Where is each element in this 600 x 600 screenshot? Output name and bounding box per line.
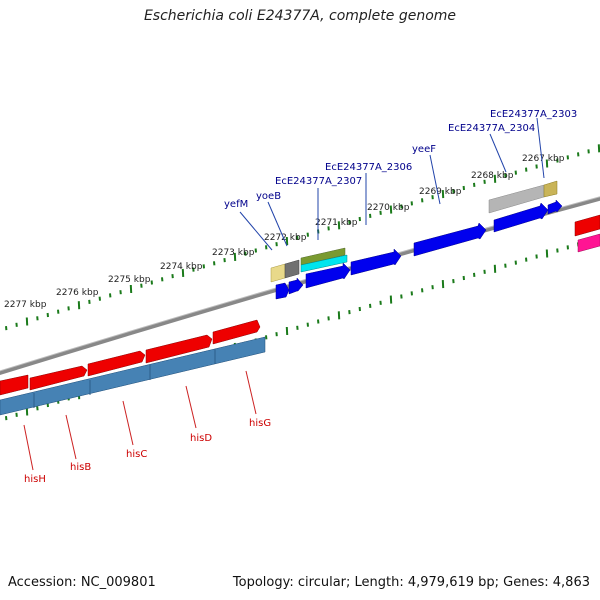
gene-label-ece24377a-2306[interactable]: EcE24377A_2306: [325, 162, 412, 173]
gene-feature-khaki[interactable]: [543, 180, 558, 198]
gene-label-yefm[interactable]: yefM: [224, 199, 248, 210]
label-leader: [536, 117, 545, 179]
cds-arrow[interactable]: [305, 262, 351, 289]
gene-label-hish[interactable]: hisH: [24, 474, 46, 485]
cds-arrow[interactable]: [288, 277, 304, 295]
gene-feature-olive[interactable]: [300, 247, 346, 266]
genome-title: Escherichia coli E24377A, complete genom…: [143, 8, 457, 24]
cds-arrow[interactable]: [413, 222, 487, 257]
scale-label: 2275 kbp: [108, 275, 151, 285]
his-cds-arrow[interactable]: [0, 374, 29, 396]
gene-feature-grey[interactable]: [284, 259, 300, 279]
his-cds-arrow[interactable]: [87, 350, 146, 377]
gene-label-hisd[interactable]: hisD: [190, 433, 212, 444]
gene-feature-magenta[interactable]: [577, 233, 600, 253]
lower-features: [0, 319, 266, 416]
gene-label-ece24377a-2307[interactable]: EcE24377A_2307: [275, 176, 362, 187]
genome-summary-text: Topology: circular; Length: 4,979,619 bp…: [232, 575, 590, 590]
scale-label: 2267 kbp: [522, 154, 565, 164]
label-leader: [185, 385, 197, 429]
scale-label: 2272 kbp: [264, 233, 307, 243]
gene-feature-khaki[interactable]: [270, 263, 286, 283]
his-operon-band[interactable]: [0, 336, 266, 416]
gene-label-hisc[interactable]: hisC: [126, 449, 147, 460]
gene-label-ece24377a-2303[interactable]: EcE24377A_2303: [490, 109, 577, 120]
top-scale-ruler: [5, 144, 600, 331]
upper-features: [270, 180, 600, 300]
gene-label-hisb[interactable]: hisB: [70, 462, 91, 473]
label-leader: [239, 211, 273, 251]
label-leader: [489, 133, 507, 173]
bottom-gene-labels: hisG hisD hisC hisB hisH: [23, 370, 271, 485]
his-cds-arrow[interactable]: [29, 365, 88, 391]
scale-label: 2268 kbp: [471, 171, 514, 181]
gene-label-hisg[interactable]: hisG: [249, 418, 271, 429]
label-leader: [429, 154, 441, 205]
gene-label-yoeb[interactable]: yoeB: [256, 191, 281, 202]
cds-arrow[interactable]: [493, 202, 549, 233]
label-leader: [122, 400, 134, 446]
gene-label-yeef[interactable]: yeeF: [412, 144, 436, 155]
label-leader: [245, 370, 257, 415]
scale-label: 2273 kbp: [212, 248, 255, 258]
cds-arrow[interactable]: [275, 282, 290, 300]
scale-label: 2276 kbp: [56, 288, 99, 298]
cds-arrow[interactable]: [574, 214, 600, 237]
label-leader: [23, 424, 34, 471]
scale-label: 2271 kbp: [315, 218, 358, 228]
gene-label-ece24377a-2304[interactable]: EcE24377A_2304: [448, 123, 535, 134]
scale-label: 2277 kbp: [4, 300, 47, 310]
his-cds-arrow[interactable]: [212, 319, 261, 345]
accession-text: Accession: NC_009801: [8, 575, 156, 590]
scale-labels: 2267 kbp 2268 kbp 2269 kbp 2270 kbp 2271…: [4, 154, 565, 310]
cds-arrow[interactable]: [547, 199, 563, 215]
scale-label: 2270 kbp: [367, 203, 410, 213]
gene-feature-cyan[interactable]: [300, 254, 348, 273]
his-cds-arrow[interactable]: [145, 334, 213, 364]
scale-label: 2274 kbp: [160, 262, 203, 272]
label-leader: [65, 414, 77, 460]
top-gene-labels: EcE24377A_2303 EcE24377A_2304 yeeF EcE24…: [224, 109, 577, 251]
label-leader: [267, 201, 288, 247]
scale-label: 2269 kbp: [419, 187, 462, 197]
cds-arrow[interactable]: [350, 248, 402, 276]
